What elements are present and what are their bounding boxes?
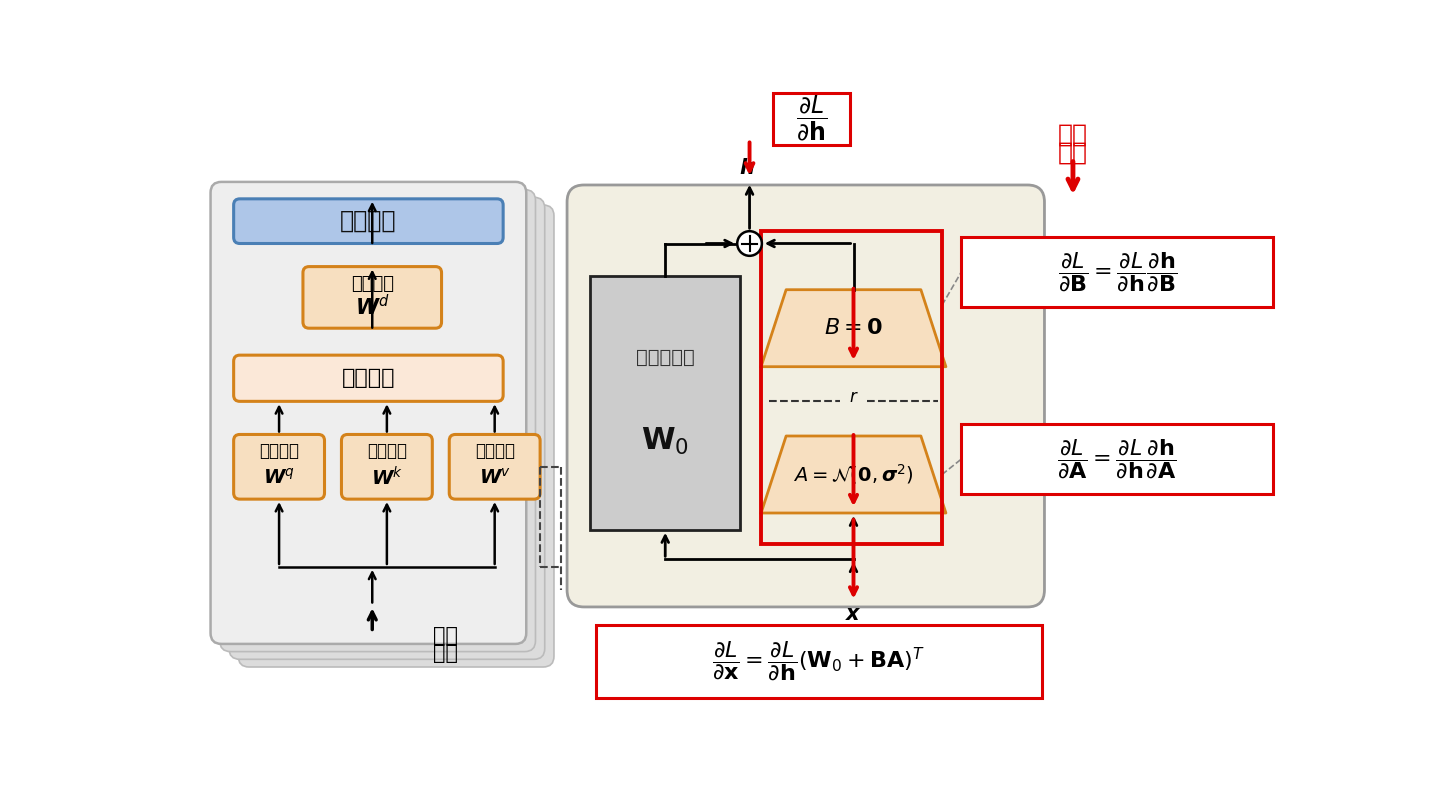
- Text: 前向: 前向: [433, 626, 458, 646]
- Text: 线性变换: 线性变换: [367, 442, 408, 460]
- Text: $r$: $r$: [848, 389, 858, 407]
- Text: 传播: 传播: [1058, 141, 1089, 164]
- Polygon shape: [762, 436, 946, 513]
- Bar: [762, 231, 942, 544]
- FancyBboxPatch shape: [229, 198, 544, 659]
- Text: 传播: 传播: [433, 643, 458, 663]
- Text: $A = \mathcal{N}(\mathbf{0}, \boldsymbol{\sigma}^2)$: $A = \mathcal{N}(\mathbf{0}, \boldsymbol…: [793, 463, 914, 487]
- Bar: [962, 424, 1273, 494]
- Text: $\mathbf{W}_0$: $\mathbf{W}_0$: [641, 425, 690, 457]
- FancyBboxPatch shape: [210, 182, 526, 644]
- Text: $\dfrac{\partial L}{\partial \mathbf{A}} = \dfrac{\partial L}{\partial \mathbf{h: $\dfrac{\partial L}{\partial \mathbf{A}}…: [1057, 437, 1176, 481]
- Text: $\boldsymbol{W}^d$: $\boldsymbol{W}^d$: [356, 294, 390, 319]
- Text: $\boldsymbol{W}^v$: $\boldsymbol{W}^v$: [478, 467, 511, 488]
- Text: 前馈网络: 前馈网络: [340, 209, 396, 233]
- Text: $\boldsymbol{x}$: $\boldsymbol{x}$: [845, 604, 863, 624]
- Text: $\boldsymbol{h}$: $\boldsymbol{h}$: [739, 158, 755, 178]
- FancyBboxPatch shape: [220, 190, 536, 651]
- Circle shape: [737, 231, 762, 256]
- FancyBboxPatch shape: [341, 434, 432, 499]
- FancyBboxPatch shape: [302, 266, 442, 328]
- Text: 自注意力: 自注意力: [341, 369, 395, 388]
- Text: $\dfrac{\partial L}{\partial \mathbf{B}} = \dfrac{\partial L}{\partial \mathbf{h: $\dfrac{\partial L}{\partial \mathbf{B}}…: [1057, 250, 1176, 294]
- Text: 线性变换: 线性变换: [475, 442, 514, 460]
- Polygon shape: [762, 290, 946, 367]
- FancyBboxPatch shape: [233, 434, 324, 499]
- Text: 线性变换: 线性变换: [259, 442, 300, 460]
- Text: $\dfrac{\partial L}{\partial \mathbf{x}} = \dfrac{\partial L}{\partial \mathbf{h: $\dfrac{\partial L}{\partial \mathbf{x}}…: [713, 639, 926, 683]
- Text: 反向: 反向: [1058, 122, 1089, 146]
- FancyBboxPatch shape: [238, 205, 554, 667]
- Text: 线性变换: 线性变换: [351, 275, 393, 292]
- Text: $\dfrac{\partial L}{\partial \mathbf{h}}$: $\dfrac{\partial L}{\partial \mathbf{h}}…: [796, 94, 827, 143]
- Bar: [590, 276, 740, 530]
- Text: $\boldsymbol{W}^q$: $\boldsymbol{W}^q$: [264, 467, 295, 488]
- Bar: [962, 237, 1273, 307]
- FancyBboxPatch shape: [449, 434, 540, 499]
- Text: 预训练参数: 预训练参数: [636, 347, 694, 367]
- Text: $B = \mathbf{0}$: $B = \mathbf{0}$: [824, 318, 883, 339]
- FancyBboxPatch shape: [233, 198, 503, 244]
- Bar: [773, 92, 850, 145]
- FancyBboxPatch shape: [233, 355, 503, 401]
- Text: $\boldsymbol{W}^k$: $\boldsymbol{W}^k$: [372, 466, 403, 489]
- Bar: [596, 625, 1043, 697]
- FancyBboxPatch shape: [567, 185, 1044, 607]
